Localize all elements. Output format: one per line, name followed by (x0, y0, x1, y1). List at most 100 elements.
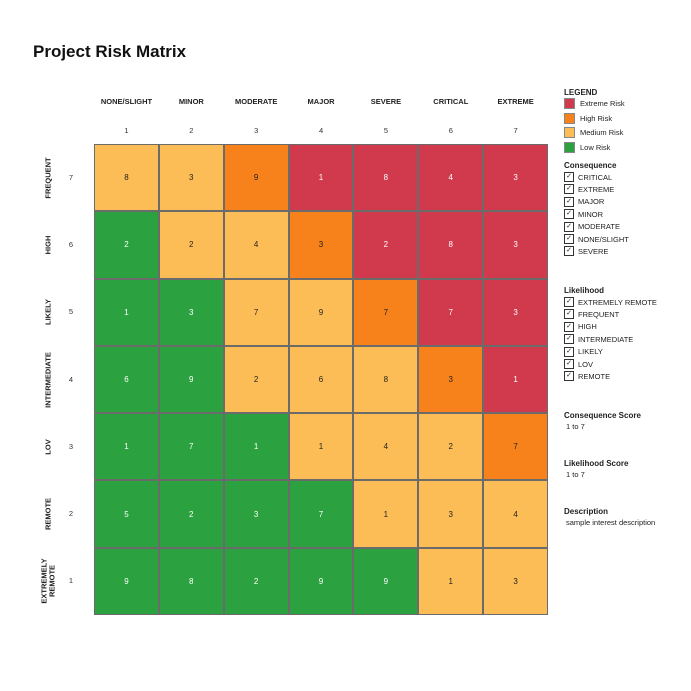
checkbox-checked-icon[interactable]: ✓ (564, 309, 574, 320)
filter-label: SEVERE (578, 246, 609, 256)
page-title: Project Risk Matrix (33, 42, 187, 61)
filter-label: EXTREME (578, 184, 615, 194)
matrix-cell: 1 (288, 144, 354, 212)
row-number: 7 (68, 172, 74, 182)
checkbox-checked-icon[interactable]: ✓ (564, 346, 574, 357)
matrix-cell: 1 (418, 547, 484, 615)
checkbox-checked-icon[interactable]: ✓ (564, 321, 574, 332)
row-header: HIGH (43, 235, 52, 255)
matrix-cell: 6 (288, 345, 354, 414)
matrix-cell: 3 (158, 278, 224, 346)
row-header: LIKELY (43, 299, 52, 326)
matrix-cell: 3 (418, 480, 484, 548)
matrix-cell: 8 (353, 345, 419, 414)
legend-swatch (564, 98, 575, 109)
filter-item[interactable]: ✓ MINOR (564, 209, 603, 220)
filter-item[interactable]: ✓ FREQUENT (564, 309, 620, 320)
checkbox-checked-icon[interactable]: ✓ (564, 297, 574, 307)
legend-swatch (564, 141, 575, 153)
filter-item[interactable]: ✓ CRITICAL (564, 172, 612, 182)
matrix-cell: 1 (223, 413, 289, 481)
row-number: 2 (68, 509, 74, 519)
description-value: sample interest description (566, 518, 656, 527)
column-number: 4 (318, 126, 324, 135)
legend-item: Medium Risk (564, 127, 623, 138)
row-header: INTERMEDIATE (43, 351, 52, 408)
matrix-cell: 7 (223, 278, 289, 346)
column-header: MAJOR (307, 97, 335, 106)
filter-label: LIKELY (578, 347, 603, 357)
checkbox-checked-icon[interactable]: ✓ (564, 234, 574, 244)
column-number: 3 (254, 126, 259, 135)
column-header: CRITICAL (433, 97, 469, 106)
matrix-cell: 9 (94, 547, 159, 615)
matrix-cell: 3 (158, 144, 224, 212)
filter-label: MAJOR (578, 197, 605, 207)
matrix-cell: 4 (353, 413, 419, 481)
matrix-cell: 2 (223, 547, 289, 615)
matrix-cell: 2 (418, 413, 484, 481)
checkbox-checked-icon[interactable]: ✓ (564, 371, 574, 382)
matrix-cell: 4 (418, 144, 484, 212)
filter-label: CRITICAL (578, 172, 613, 182)
filter-item[interactable]: ✓ NONE/SLIGHT (564, 234, 629, 244)
filter-item[interactable]: ✓ REMOTE (564, 371, 610, 382)
checkbox-checked-icon[interactable]: ✓ (564, 209, 574, 220)
column-number: 7 (513, 126, 518, 135)
row-header: LOV (43, 439, 52, 455)
column-header: EXTREME (497, 97, 534, 106)
filter-item[interactable]: ✓ INTERMEDIATE (564, 334, 634, 345)
checkbox-checked-icon[interactable]: ✓ (564, 184, 574, 195)
filter-item[interactable]: ✓ LOV (564, 359, 593, 369)
likelihood-filter-title: Likelihood (564, 286, 604, 295)
filter-label: EXTREMELY REMOTE (578, 297, 657, 307)
filter-item[interactable]: ✓ HIGH (564, 321, 597, 332)
checkbox-checked-icon[interactable]: ✓ (564, 221, 574, 232)
matrix-cell: 2 (94, 211, 159, 279)
row-number: 5 (68, 307, 74, 317)
checkbox-checked-icon[interactable]: ✓ (564, 359, 574, 369)
matrix-cell: 9 (288, 547, 354, 615)
row-header: EXTREMELY REMOTE (39, 558, 56, 604)
legend-label: High Risk (580, 113, 613, 123)
row-number: 4 (68, 374, 74, 384)
matrix-cell: 9 (158, 345, 224, 414)
matrix-cell: 4 (223, 211, 289, 279)
matrix-cell: 3 (483, 278, 548, 346)
filter-item[interactable]: ✓ MAJOR (564, 196, 605, 207)
matrix-cell: 1 (483, 345, 548, 414)
matrix-cell: 3 (223, 480, 289, 548)
matrix-cell: 1 (94, 278, 159, 346)
filter-label: INTERMEDIATE (578, 334, 634, 344)
legend-label: Extreme Risk (580, 99, 625, 108)
filter-item[interactable]: ✓ EXTREMELY REMOTE (564, 297, 657, 307)
matrix-cell: 5 (94, 480, 159, 548)
matrix-cell: 2 (353, 211, 419, 279)
matrix-cell: 8 (158, 547, 224, 615)
checkbox-checked-icon[interactable]: ✓ (564, 334, 574, 345)
filter-item[interactable]: ✓ MODERATE (564, 221, 620, 232)
filter-label: FREQUENT (578, 309, 620, 319)
column-header: NONE/SLIGHT (100, 97, 153, 106)
row-header: FREQUENT (43, 157, 52, 199)
matrix-cell: 9 (223, 144, 289, 212)
column-header: SEVERE (370, 97, 402, 106)
matrix-cell: 3 (418, 345, 484, 414)
column-number: 5 (383, 126, 388, 135)
checkbox-checked-icon[interactable]: ✓ (564, 246, 574, 257)
legend-label: Low Risk (580, 142, 611, 152)
checkbox-checked-icon[interactable]: ✓ (564, 172, 574, 182)
checkbox-checked-icon[interactable]: ✓ (564, 196, 574, 207)
filter-item[interactable]: ✓ EXTREME (564, 184, 615, 195)
matrix-cell: 8 (94, 144, 159, 212)
matrix-cell: 2 (158, 211, 224, 279)
filter-label: LOV (578, 359, 594, 369)
matrix-cell: 6 (94, 345, 159, 414)
filter-label: MODERATE (578, 222, 620, 232)
matrix-cell: 7 (158, 413, 224, 481)
matrix-cell: 2 (223, 345, 289, 414)
filter-item[interactable]: ✓ SEVERE (564, 246, 609, 257)
legend-swatch (564, 127, 575, 138)
filter-item[interactable]: ✓ LIKELY (564, 346, 603, 357)
filter-label: HIGH (578, 322, 597, 332)
